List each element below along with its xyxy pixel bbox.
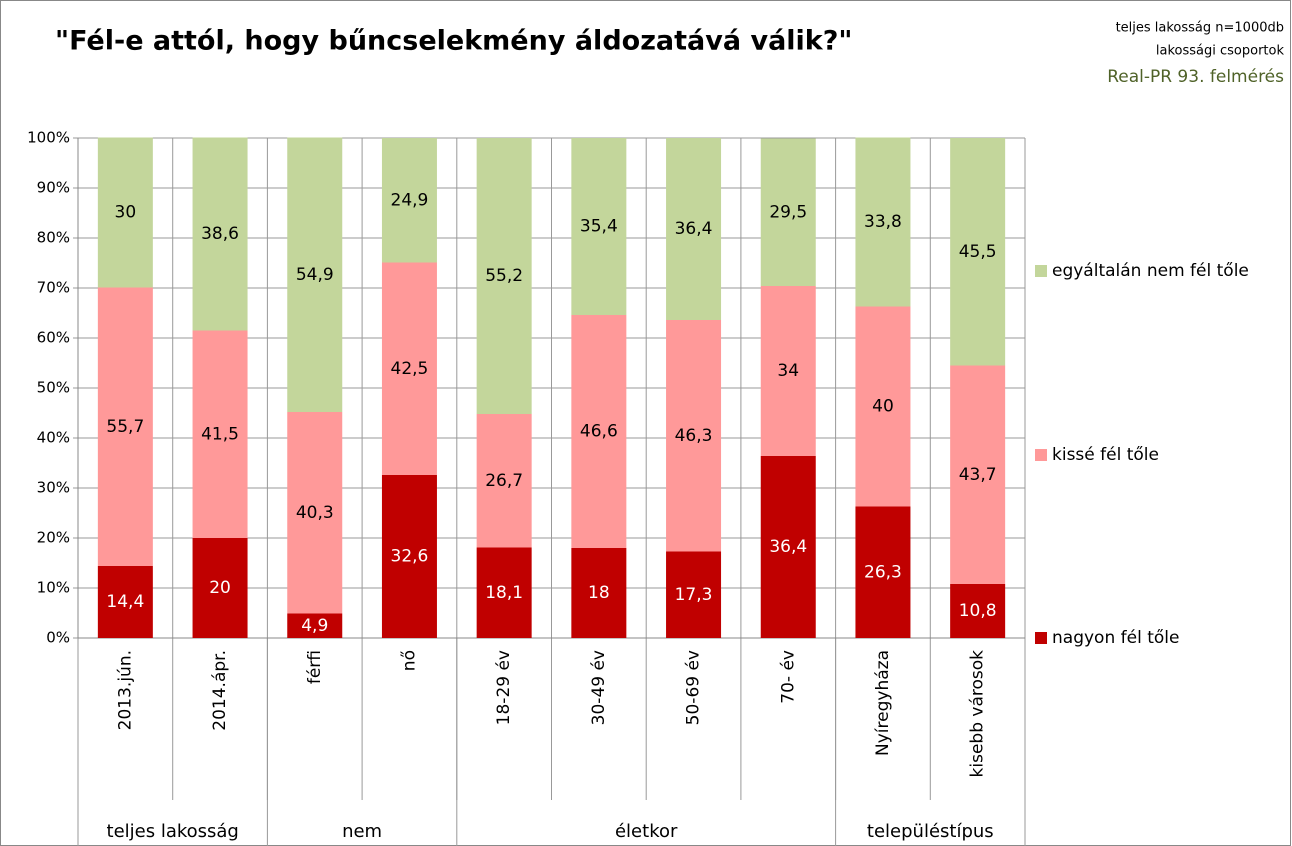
x-tick-label: 2014.ápr.	[210, 650, 230, 731]
bar-segment	[97, 566, 153, 638]
bar-segment	[192, 330, 248, 538]
bar-segment	[760, 286, 816, 456]
value-label: 40	[872, 397, 894, 417]
x-tick-label: 50-69 év	[684, 650, 704, 725]
x-tick-label: 2013.jún.	[115, 650, 135, 730]
note: teljes lakosság n=1000db	[1116, 21, 1284, 36]
bar-segment	[476, 414, 532, 548]
bar-segment	[760, 138, 816, 286]
value-label: 29,5	[769, 202, 807, 222]
value-label: 46,3	[675, 426, 713, 446]
y-tick-label: 70%	[37, 279, 70, 297]
note: Real-PR 93. felmérés	[1107, 67, 1284, 87]
y-tick-label: 50%	[37, 379, 70, 397]
bar-segment	[950, 365, 1006, 584]
value-label: 40,3	[296, 503, 334, 523]
value-label: 26,3	[864, 562, 902, 582]
bar-segment	[192, 137, 248, 331]
group-label: településtípus	[867, 821, 994, 842]
x-tick-label: 30-49 év	[589, 650, 609, 725]
bar-segment	[287, 137, 343, 412]
y-tick-label: 30%	[37, 479, 70, 497]
y-tick-label: 10%	[37, 579, 70, 597]
note: lakossági csoportok	[1156, 44, 1285, 59]
value-label: 33,8	[864, 212, 902, 232]
value-label: 18	[588, 583, 610, 603]
bar-segment	[855, 137, 911, 307]
x-tick-label: 70- év	[778, 650, 798, 704]
bar-segment	[97, 137, 153, 288]
value-label: 10,8	[959, 601, 997, 621]
bar-segment	[950, 584, 1006, 638]
group-label: életkor	[615, 821, 678, 842]
legend-label: kissé fél tőle	[1052, 445, 1159, 465]
value-label: 26,7	[485, 471, 523, 491]
y-tick-label: 20%	[37, 529, 70, 547]
bar-segment	[287, 613, 343, 638]
y-tick-label: 40%	[37, 429, 70, 447]
value-label: 30	[115, 203, 137, 223]
value-label: 35,4	[580, 217, 618, 237]
y-tick-label: 90%	[37, 179, 70, 197]
value-label: 34	[777, 361, 799, 381]
legend-swatch	[1035, 632, 1047, 644]
value-label: 36,4	[675, 219, 713, 239]
value-label: 4,9	[301, 616, 328, 636]
bar-segment	[381, 475, 437, 638]
bar-segment	[381, 262, 437, 475]
value-label: 14,4	[106, 592, 144, 612]
x-tick-label: férfi	[305, 650, 325, 684]
legend-label: nagyon fél tőle	[1052, 628, 1179, 648]
value-label: 55,2	[485, 266, 523, 286]
value-label: 45,5	[959, 242, 997, 262]
value-label: 36,4	[769, 537, 807, 557]
legend-swatch	[1035, 265, 1047, 277]
y-tick-label: 60%	[37, 329, 70, 347]
bar-segment	[666, 320, 722, 552]
value-label: 32,6	[391, 547, 429, 567]
bar-segment	[855, 306, 911, 507]
group-label: teljes lakosság	[107, 821, 239, 842]
value-label: 38,6	[201, 224, 239, 244]
y-tick-label: 0%	[46, 629, 70, 647]
x-tick-label: nő	[399, 650, 419, 671]
value-label: 54,9	[296, 265, 334, 285]
value-label: 18,1	[485, 583, 523, 603]
value-label: 17,3	[675, 585, 713, 605]
x-tick-label: 18-29 év	[494, 650, 514, 725]
bar-segment	[571, 315, 627, 548]
value-label: 55,7	[106, 417, 144, 437]
value-label: 46,6	[580, 422, 618, 442]
bar-segment	[571, 138, 627, 315]
value-label: 42,5	[391, 359, 429, 379]
value-label: 24,9	[391, 190, 429, 210]
bar-segment	[571, 548, 627, 638]
bar-segment	[381, 138, 437, 263]
y-tick-label: 80%	[37, 229, 70, 247]
legend-label: egyáltalán nem fél tőle	[1052, 261, 1249, 281]
bar-segment	[855, 506, 911, 638]
bar-segment	[476, 547, 532, 638]
bar-segment	[192, 538, 248, 638]
x-tick-label: Nyíregyháza	[873, 650, 893, 756]
bar-segment	[666, 551, 722, 638]
bar-segment	[760, 456, 816, 638]
bar-segment	[476, 138, 532, 414]
value-label: 43,7	[959, 465, 997, 485]
bar-segment	[666, 138, 722, 320]
y-tick-label: 100%	[27, 129, 70, 147]
bar-segment	[97, 287, 153, 566]
bar-segment	[950, 138, 1006, 366]
legend-swatch	[1035, 449, 1047, 461]
value-label: 41,5	[201, 424, 239, 444]
x-tick-label: kisebb városok	[968, 650, 988, 778]
chart-title: "Fél-e attól, hogy bűncselekmény áldozat…	[55, 26, 853, 57]
bar-segment	[287, 412, 343, 614]
value-label: 20	[209, 578, 231, 598]
group-label: nem	[342, 821, 382, 842]
